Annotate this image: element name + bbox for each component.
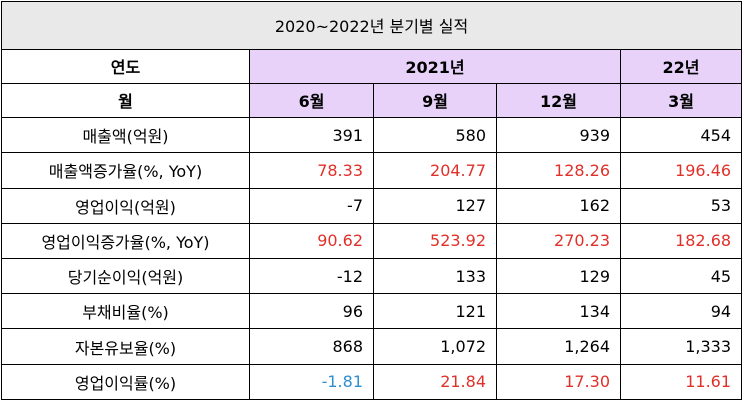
row-label: 매출액(억원): [1, 117, 250, 154]
month-header-jun: 6월: [249, 82, 374, 119]
month-header-sep: 9월: [373, 82, 497, 119]
table-row: 당기순이익(억원) -12 133 129 45: [1, 258, 743, 295]
value-cell: 127: [373, 187, 497, 224]
value-cell: -12: [249, 258, 374, 295]
month-header-label: 월: [1, 82, 250, 119]
row-label: 매출액증가율(%, YoY): [1, 152, 250, 189]
value-cell: 1,072: [373, 328, 497, 365]
value-cell: 204.77: [373, 152, 497, 189]
value-cell: 78.33: [249, 152, 374, 189]
value-cell: 454: [619, 117, 743, 154]
row-label: 영업이익증가율(%, YoY): [1, 222, 250, 260]
value-cell: 94: [619, 293, 743, 330]
table-row: 매출액증가율(%, YoY) 78.33 204.77 128.26 196.46: [1, 152, 743, 189]
value-cell: 11.61: [619, 363, 743, 401]
value-cell: 270.23: [496, 222, 621, 260]
table-row: 부채비율(%) 96 121 134 94: [1, 293, 743, 330]
value-cell: -7: [249, 187, 374, 224]
value-cell: 196.46: [619, 152, 743, 189]
value-cell: 90.62: [249, 222, 374, 260]
value-cell: 21.84: [373, 363, 497, 401]
row-label: 영업이익(억원): [1, 187, 250, 224]
value-cell: 96: [249, 293, 374, 330]
value-cell: 523.92: [373, 222, 497, 260]
table-title: 2020~2022년 분기별 실적: [0, 1, 743, 50]
row-label: 자본유보율(%): [1, 328, 250, 365]
table-row: 자본유보율(%) 868 1,072 1,264 1,333: [1, 328, 743, 365]
value-cell: 939: [496, 117, 621, 154]
year-header-label: 연도: [1, 48, 250, 84]
value-cell: 134: [496, 293, 621, 330]
value-cell: 391: [249, 117, 374, 154]
value-cell: 580: [373, 117, 497, 154]
value-cell: 17.30: [496, 363, 621, 401]
value-cell: 121: [373, 293, 497, 330]
row-label: 영업이익률(%): [1, 363, 250, 401]
year-22-header: 22년: [619, 48, 743, 84]
table-title-row: 2020~2022년 분기별 실적: [0, 1, 743, 50]
value-cell: 162: [496, 187, 621, 224]
value-cell: 45: [619, 258, 743, 295]
row-label: 당기순이익(억원): [1, 258, 250, 295]
value-cell: -1.81: [249, 363, 374, 401]
year-2021-header: 2021년: [249, 48, 621, 84]
value-cell: 868: [249, 328, 374, 365]
month-header-dec: 12월: [496, 82, 621, 119]
value-cell: 1,264: [496, 328, 621, 365]
month-header-row: 월 6월 9월 12월 3월: [1, 82, 743, 119]
month-header-mar: 3월: [619, 82, 743, 119]
value-cell: 53: [619, 187, 743, 224]
table-row: 영업이익(억원) -7 127 162 53: [1, 187, 743, 224]
row-label: 부채비율(%): [1, 293, 250, 330]
value-cell: 182.68: [619, 222, 743, 260]
year-header-row: 연도 2021년 22년: [1, 48, 743, 84]
value-cell: 133: [373, 258, 497, 295]
value-cell: 128.26: [496, 152, 621, 189]
table-row: 영업이익증가율(%, YoY) 90.62 523.92 270.23 182.68: [1, 222, 743, 260]
value-cell: 129: [496, 258, 621, 295]
table-row: 매출액(억원) 391 580 939 454: [1, 117, 743, 154]
table-row: 영업이익률(%) -1.81 21.84 17.30 11.61: [1, 363, 743, 401]
value-cell: 1,333: [619, 328, 743, 365]
